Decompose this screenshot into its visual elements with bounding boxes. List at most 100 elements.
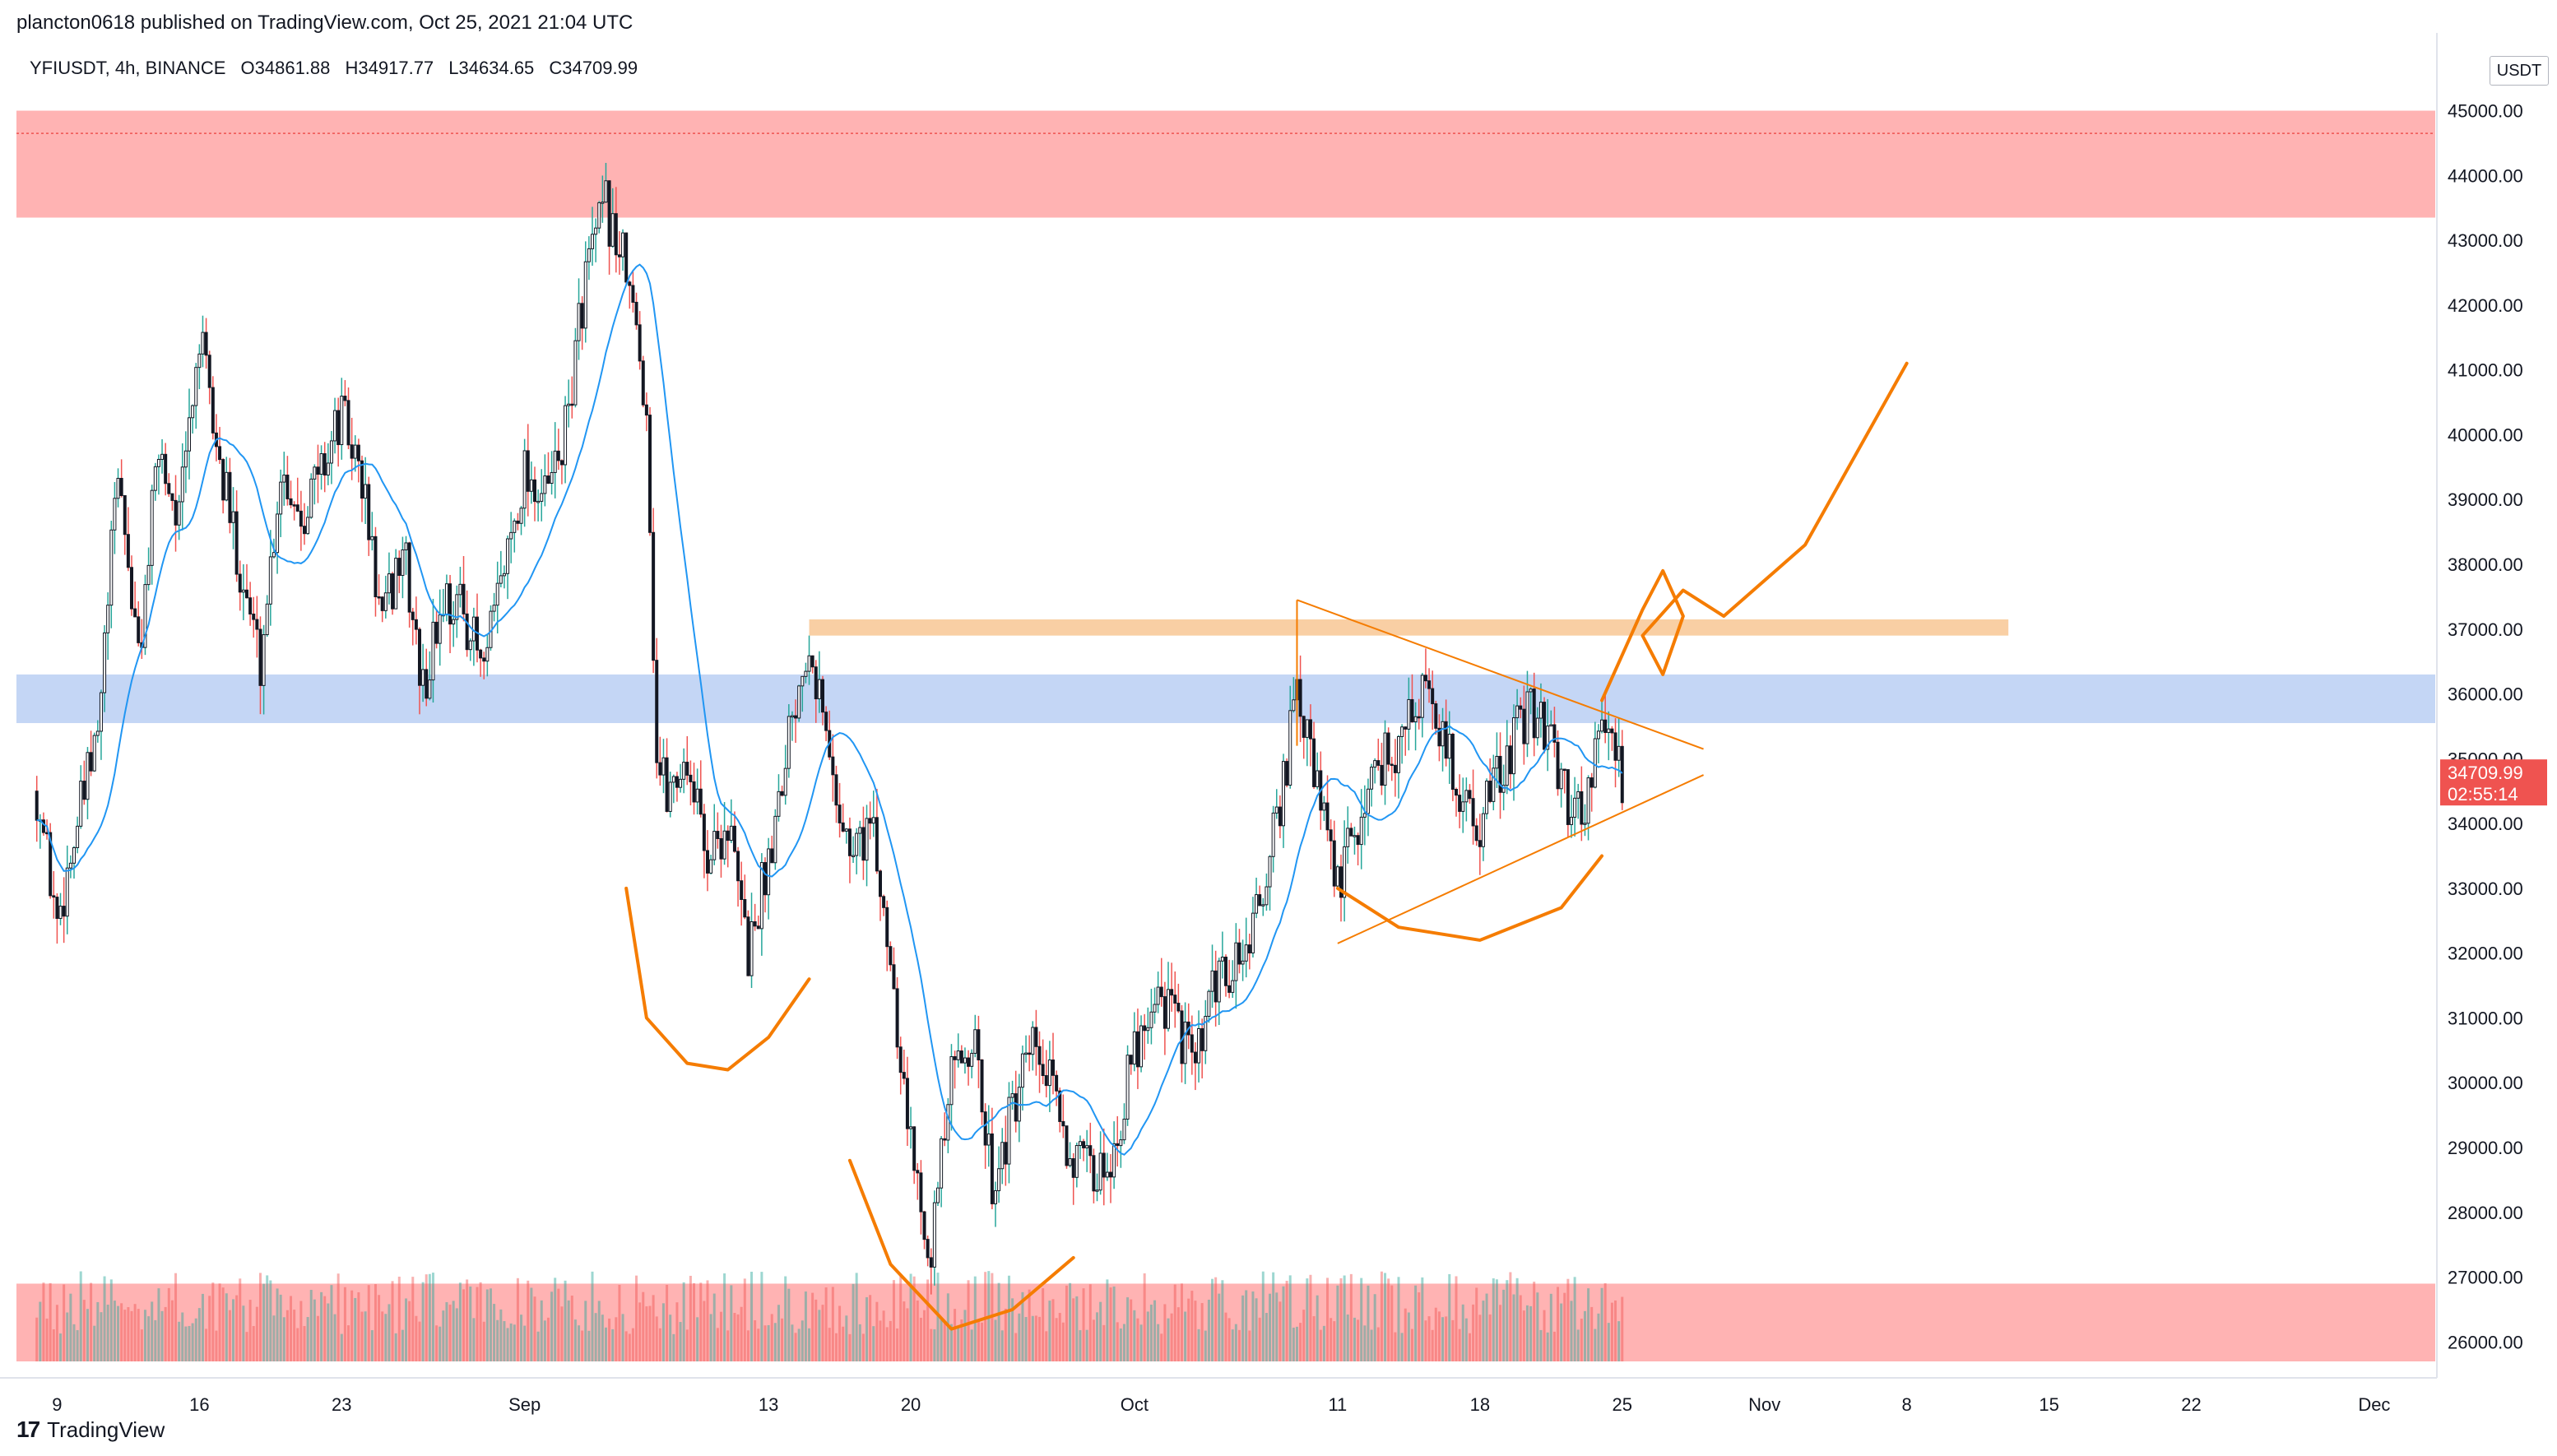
volume-bar [1475, 1287, 1478, 1361]
candle-body [1370, 767, 1374, 790]
volume-bar [1617, 1321, 1621, 1361]
candle-body [983, 1111, 987, 1146]
candle-body [556, 450, 560, 461]
volume-bar [96, 1301, 100, 1361]
volume-bar [242, 1305, 245, 1361]
candle-body [675, 776, 679, 788]
candle-body [485, 647, 490, 662]
volume-bar [594, 1313, 597, 1361]
candle-body [407, 542, 411, 613]
volume-bar [1004, 1308, 1007, 1361]
candle-body [1543, 702, 1547, 750]
volume-bar [1400, 1333, 1404, 1361]
volume-bar [1306, 1278, 1309, 1361]
volume-bar [712, 1293, 716, 1361]
candle-body [1224, 957, 1227, 986]
volume-bar [306, 1317, 309, 1361]
candle-body [1282, 761, 1285, 827]
candle-body [814, 666, 818, 700]
volume-bar [648, 1305, 652, 1361]
volume-bar [1455, 1276, 1458, 1361]
candle-body [499, 575, 503, 584]
countdown-text: 02:55:14 [2448, 784, 2518, 805]
volume-bar [1231, 1329, 1234, 1361]
volume-bar [387, 1304, 391, 1361]
candle-body [550, 471, 554, 485]
candle-body [146, 564, 151, 586]
candle-body [380, 596, 384, 611]
volume-bar [1478, 1315, 1482, 1361]
time-axis[interactable]: 9 16 23 Sep 13 20 Oct 11 18 25 Nov 8 15 22 Dec [0, 1377, 2437, 1415]
volume-bar [1051, 1299, 1055, 1361]
candle-body [638, 324, 642, 362]
candle-body [879, 870, 882, 897]
candle-body [1041, 1064, 1045, 1077]
candle-body [624, 232, 629, 283]
candle-body [1346, 828, 1350, 847]
volume-bar [82, 1300, 86, 1361]
candle-body [868, 818, 872, 824]
volume-bar [787, 1288, 791, 1361]
volume-bar [1488, 1314, 1492, 1361]
candle-body [1197, 1027, 1201, 1064]
volume-bar [1316, 1295, 1319, 1361]
candle-body [519, 508, 523, 524]
volume-bar [1038, 1316, 1042, 1361]
volume-bar [1560, 1303, 1563, 1361]
candle-body [462, 583, 466, 614]
price-tick-label: 33000.00 [2448, 879, 2523, 899]
volume-bar [1431, 1329, 1434, 1361]
candle-body [1610, 728, 1614, 734]
price-axis[interactable]: 26000.00 27000.00 28000.00 29000.00 30000.00… [2436, 33, 2523, 1378]
candle-body [722, 830, 726, 860]
volume-bar [93, 1325, 96, 1361]
volume-bar [205, 1328, 208, 1361]
volume-bar [896, 1328, 899, 1361]
volume-bar [157, 1288, 160, 1361]
volume-bar [299, 1301, 303, 1361]
volume-bar [821, 1305, 824, 1361]
candle-body [1498, 755, 1502, 793]
volume-bar [1133, 1310, 1136, 1361]
candle-body [1302, 716, 1306, 738]
candle-body [858, 827, 862, 834]
footer-brand: 17 TradingView [16, 1417, 165, 1443]
candle-body [1112, 1143, 1116, 1178]
volume-bar [290, 1296, 293, 1361]
candle-body [1566, 769, 1570, 825]
candle-body [671, 776, 675, 783]
candle-body [370, 536, 374, 540]
candle-body [831, 756, 835, 776]
candle-body [364, 484, 368, 499]
candles-layer [35, 163, 1624, 1295]
volume-bar [1458, 1328, 1461, 1361]
volume-bar [333, 1314, 336, 1361]
volume-bar [1546, 1332, 1549, 1361]
candle-body [425, 669, 429, 699]
candle-body [801, 675, 805, 687]
candle-body [1589, 777, 1594, 788]
candle-body [1386, 732, 1390, 765]
volume-bar [252, 1326, 255, 1361]
currency-unit-button[interactable]: USDT [2490, 56, 2549, 86]
candle-body [580, 303, 584, 329]
candle-body [207, 355, 211, 388]
candle-body [502, 573, 506, 577]
volume-bar [320, 1291, 323, 1361]
volume-bar [442, 1310, 445, 1361]
candle-body [852, 855, 856, 858]
volume-bar [1363, 1325, 1367, 1361]
symbol-name[interactable]: YFIUSDT, 4h, BINANCE [30, 58, 226, 78]
candle-body [543, 475, 547, 494]
candle-body [1162, 996, 1167, 1029]
candle-body [353, 444, 357, 459]
candle-body [1427, 680, 1432, 689]
volume-bar [608, 1318, 611, 1361]
volume-bar [540, 1300, 543, 1361]
candle-body [682, 762, 686, 780]
volume-bar [1102, 1324, 1106, 1361]
candle-body [719, 837, 723, 860]
volume-bar [489, 1288, 492, 1361]
candle-body [211, 387, 215, 434]
